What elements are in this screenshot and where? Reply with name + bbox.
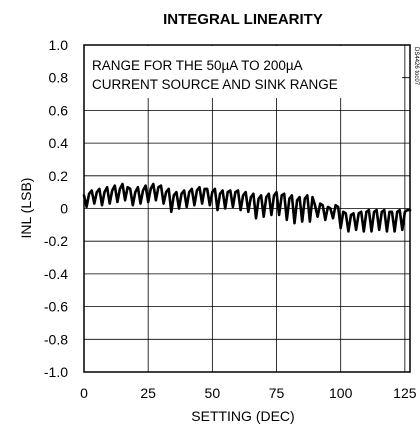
plot-frame — [83, 44, 411, 373]
y-tick-label: 0.8 — [49, 70, 69, 86]
y-axis-label: INL (LSB) — [18, 178, 34, 239]
y-tick-label: 0 — [60, 201, 68, 217]
y-tick-label: 0.2 — [49, 168, 69, 184]
y-tick-label: -0.8 — [44, 331, 68, 347]
x-tick-label: 100 — [329, 385, 353, 401]
x-tick-label: 125 — [393, 385, 417, 401]
y-tick-label: -0.2 — [44, 233, 68, 249]
figure-code: DS4426 toc07 — [413, 47, 419, 86]
inl-series-line — [82, 182, 412, 233]
x-tick-labels: 0 25 50 75 100 125 — [80, 385, 417, 401]
series-group — [82, 182, 412, 233]
x-tick-label: 0 — [80, 385, 88, 401]
x-tick-label: 50 — [205, 385, 221, 401]
x-axis-label: SETTING (DEC) — [191, 408, 294, 424]
y-tick-labels: 1.0 0.8 0.6 0.4 0.2 0 -0.2 -0.4 -0.6 -0.8 -1.0 — [44, 37, 68, 380]
y-tick-label: 0.6 — [49, 102, 69, 118]
y-tick-label: -1.0 — [44, 364, 68, 380]
annotation-box — [84, 46, 402, 98]
y-tick-label: -0.4 — [44, 266, 68, 282]
chart-title: INTEGRAL LINEARITY — [163, 11, 323, 28]
x-tick-label: 75 — [269, 385, 285, 401]
y-tick-label: 0.4 — [49, 135, 69, 151]
annotation-line-2: CURRENT SOURCE AND SINK RANGE — [92, 77, 338, 92]
x-tick-label: 25 — [140, 385, 156, 401]
annotation-line-1: RANGE FOR THE 50µA TO 200µA — [92, 58, 303, 73]
y-tick-label: 1.0 — [49, 37, 69, 53]
y-tick-label: -0.6 — [44, 299, 68, 315]
